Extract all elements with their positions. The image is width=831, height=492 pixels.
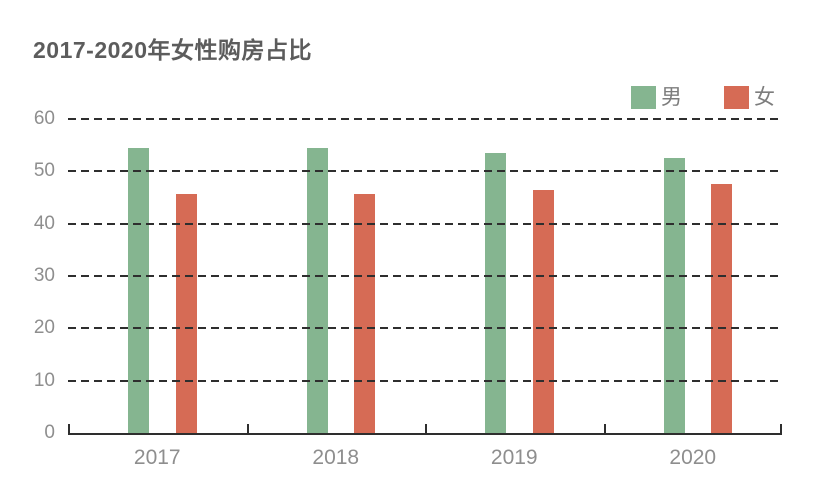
bar-女-2020 bbox=[711, 184, 732, 433]
y-axis-tick-label: 30 bbox=[33, 265, 55, 286]
x-axis-label-2020: 2020 bbox=[669, 446, 717, 469]
legend-label: 男 bbox=[661, 86, 682, 109]
gridline-y-50 bbox=[68, 170, 782, 173]
y-axis-tick-label: 40 bbox=[33, 212, 55, 234]
x-axis-tick bbox=[425, 424, 427, 433]
x-axis-tick bbox=[246, 424, 249, 433]
bar-女-2017 bbox=[175, 194, 197, 433]
gridline-y-30 bbox=[68, 275, 782, 277]
x-axis-tick bbox=[780, 424, 782, 433]
y-axis-tick-label: 0 bbox=[44, 422, 55, 443]
legend: 男女 bbox=[631, 86, 775, 109]
x-axis-line bbox=[68, 433, 782, 435]
legend-item-女: 女 bbox=[724, 86, 775, 109]
bar-男-2017 bbox=[128, 148, 149, 433]
x-axis-label-2019: 2019 bbox=[490, 446, 538, 469]
x-axis-label-2017: 2017 bbox=[133, 446, 181, 469]
gridline-y-10 bbox=[68, 379, 782, 382]
y-axis-tick-label: 10 bbox=[33, 369, 55, 391]
y-axis-tick-label: 50 bbox=[33, 160, 55, 182]
chart-title: 2017-2020年女性购房占比 bbox=[33, 37, 312, 63]
legend-label: 女 bbox=[754, 86, 775, 109]
gridline-y-20 bbox=[68, 327, 782, 330]
legend-swatch-icon bbox=[724, 86, 749, 109]
plot-area bbox=[68, 118, 782, 435]
x-axis-tick bbox=[603, 424, 606, 433]
bar-男-2018 bbox=[306, 148, 328, 433]
bar-男-2019 bbox=[485, 152, 506, 433]
x-axis-label-2018: 2018 bbox=[312, 446, 360, 469]
x-axis-tick bbox=[68, 424, 70, 433]
y-axis-tick-label: 20 bbox=[33, 317, 55, 339]
legend-item-男: 男 bbox=[631, 86, 682, 109]
bar-女-2019 bbox=[532, 190, 554, 433]
y-axis-tick-label: 60 bbox=[33, 108, 55, 129]
legend-swatch-icon bbox=[631, 86, 656, 109]
gridline-y-40 bbox=[68, 222, 782, 225]
bar-男-2020 bbox=[663, 158, 685, 433]
bar-女-2018 bbox=[354, 194, 375, 433]
gridline-y-60 bbox=[68, 118, 782, 120]
